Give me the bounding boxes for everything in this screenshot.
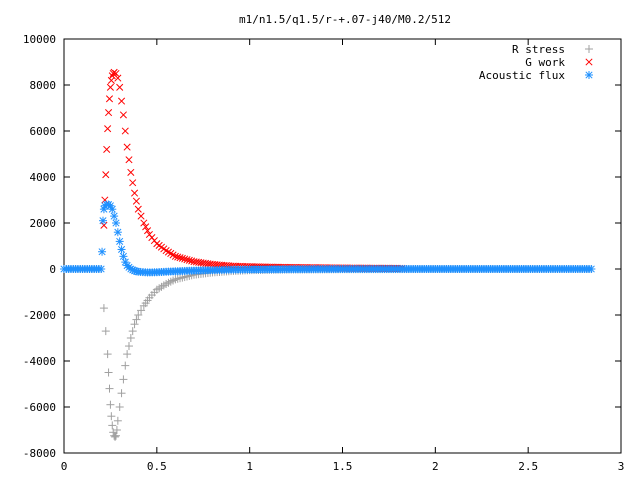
- data-point: [174, 253, 182, 261]
- x-tick-label: 2.5: [518, 460, 538, 473]
- data-point: [127, 168, 135, 176]
- legend-label: R stress: [512, 43, 565, 56]
- data-point: [111, 432, 120, 441]
- data-point: [183, 256, 191, 264]
- data-point: [113, 416, 122, 425]
- legend-marker: [585, 71, 593, 79]
- data-point: [98, 216, 107, 225]
- y-axis: -8000 -6000 -4000 -2000 0 2000 4000 6000 8000 100…: [23, 33, 621, 460]
- data-point: [119, 375, 128, 384]
- data-point: [112, 69, 120, 78]
- data-point: [99, 304, 108, 313]
- data-point: [171, 252, 179, 260]
- x-tick-label: 0: [61, 460, 68, 473]
- data-point: [121, 127, 129, 135]
- data-point: [181, 255, 189, 263]
- data-point: [114, 74, 122, 82]
- y-tick-label: -6000: [23, 401, 56, 414]
- x-axis: 0 0.5 1 1.5 2 2.5 3: [61, 39, 625, 473]
- data-point: [137, 306, 146, 315]
- y-tick-label: 8000: [30, 79, 57, 92]
- data-point: [102, 171, 110, 179]
- data-point: [119, 111, 127, 119]
- data-point: [115, 237, 124, 246]
- data-point: [134, 311, 143, 319]
- data-point: [106, 400, 115, 409]
- legend-marker: [585, 58, 593, 66]
- data-point: [97, 265, 106, 273]
- y-tick-label: -4000: [23, 355, 56, 368]
- series-layer: [60, 68, 596, 441]
- data-point: [98, 247, 107, 256]
- x-tick-label: 2: [432, 460, 439, 473]
- data-point: [106, 201, 115, 210]
- y-tick-label: -8000: [23, 447, 56, 460]
- data-point: [132, 197, 140, 205]
- data-point: [134, 205, 142, 213]
- data-point: [176, 254, 184, 262]
- data-point: [112, 426, 121, 434]
- y-tick-label: 0: [49, 263, 56, 276]
- y-tick-label: 10000: [23, 33, 56, 46]
- legend-marker: [585, 45, 593, 53]
- x-tick-label: 1.5: [333, 460, 353, 473]
- data-point: [104, 125, 112, 133]
- data-point: [118, 97, 126, 105]
- data-point: [108, 205, 117, 214]
- data-point: [103, 145, 111, 153]
- data-point: [113, 228, 122, 237]
- data-point: [104, 368, 113, 377]
- data-point: [132, 315, 141, 324]
- data-point: [116, 83, 124, 91]
- y-tick-label: -2000: [23, 309, 56, 322]
- data-point: [587, 265, 596, 273]
- data-point: [105, 384, 114, 393]
- data-point: [108, 421, 117, 430]
- data-point: [129, 179, 137, 187]
- data-point: [140, 219, 148, 227]
- data-point: [123, 143, 131, 151]
- data-point: [123, 350, 132, 359]
- data-point: [126, 334, 135, 342]
- data-point: [115, 403, 124, 411]
- data-point: [107, 412, 116, 421]
- data-point: [125, 156, 133, 164]
- data-point: [103, 350, 112, 359]
- data-point: [105, 95, 114, 103]
- data-point: [117, 245, 126, 254]
- series-acoustic-flux: [60, 200, 596, 277]
- y-tick-label: 4000: [30, 171, 57, 184]
- data-point: [108, 72, 116, 80]
- chart-title: m1/n1.5/q1.5/r-+.07-j40/M0.2/512: [239, 13, 451, 26]
- data-point: [106, 83, 114, 91]
- data-point: [143, 227, 152, 235]
- data-point: [111, 431, 120, 440]
- data-point: [130, 189, 139, 197]
- data-point: [128, 327, 137, 336]
- data-point: [178, 254, 186, 262]
- data-point: [130, 320, 139, 329]
- legend-label: Acoustic flux: [479, 69, 565, 82]
- data-point: [142, 223, 150, 231]
- legend-label: G work: [525, 56, 565, 69]
- data-point: [185, 256, 193, 264]
- data-point: [124, 342, 133, 351]
- y-tick-label: 6000: [30, 125, 57, 138]
- x-tick-label: 1: [246, 460, 253, 473]
- data-point: [119, 252, 128, 261]
- data-point: [121, 361, 130, 370]
- x-tick-label: 3: [618, 460, 625, 473]
- data-point: [105, 109, 113, 117]
- data-point: [137, 212, 145, 220]
- data-point: [110, 212, 119, 221]
- data-point: [111, 219, 120, 227]
- x-tick-label: 0.5: [147, 460, 167, 473]
- y-tick-label: 2000: [30, 217, 57, 230]
- data-point: [117, 389, 126, 398]
- data-point: [101, 327, 110, 336]
